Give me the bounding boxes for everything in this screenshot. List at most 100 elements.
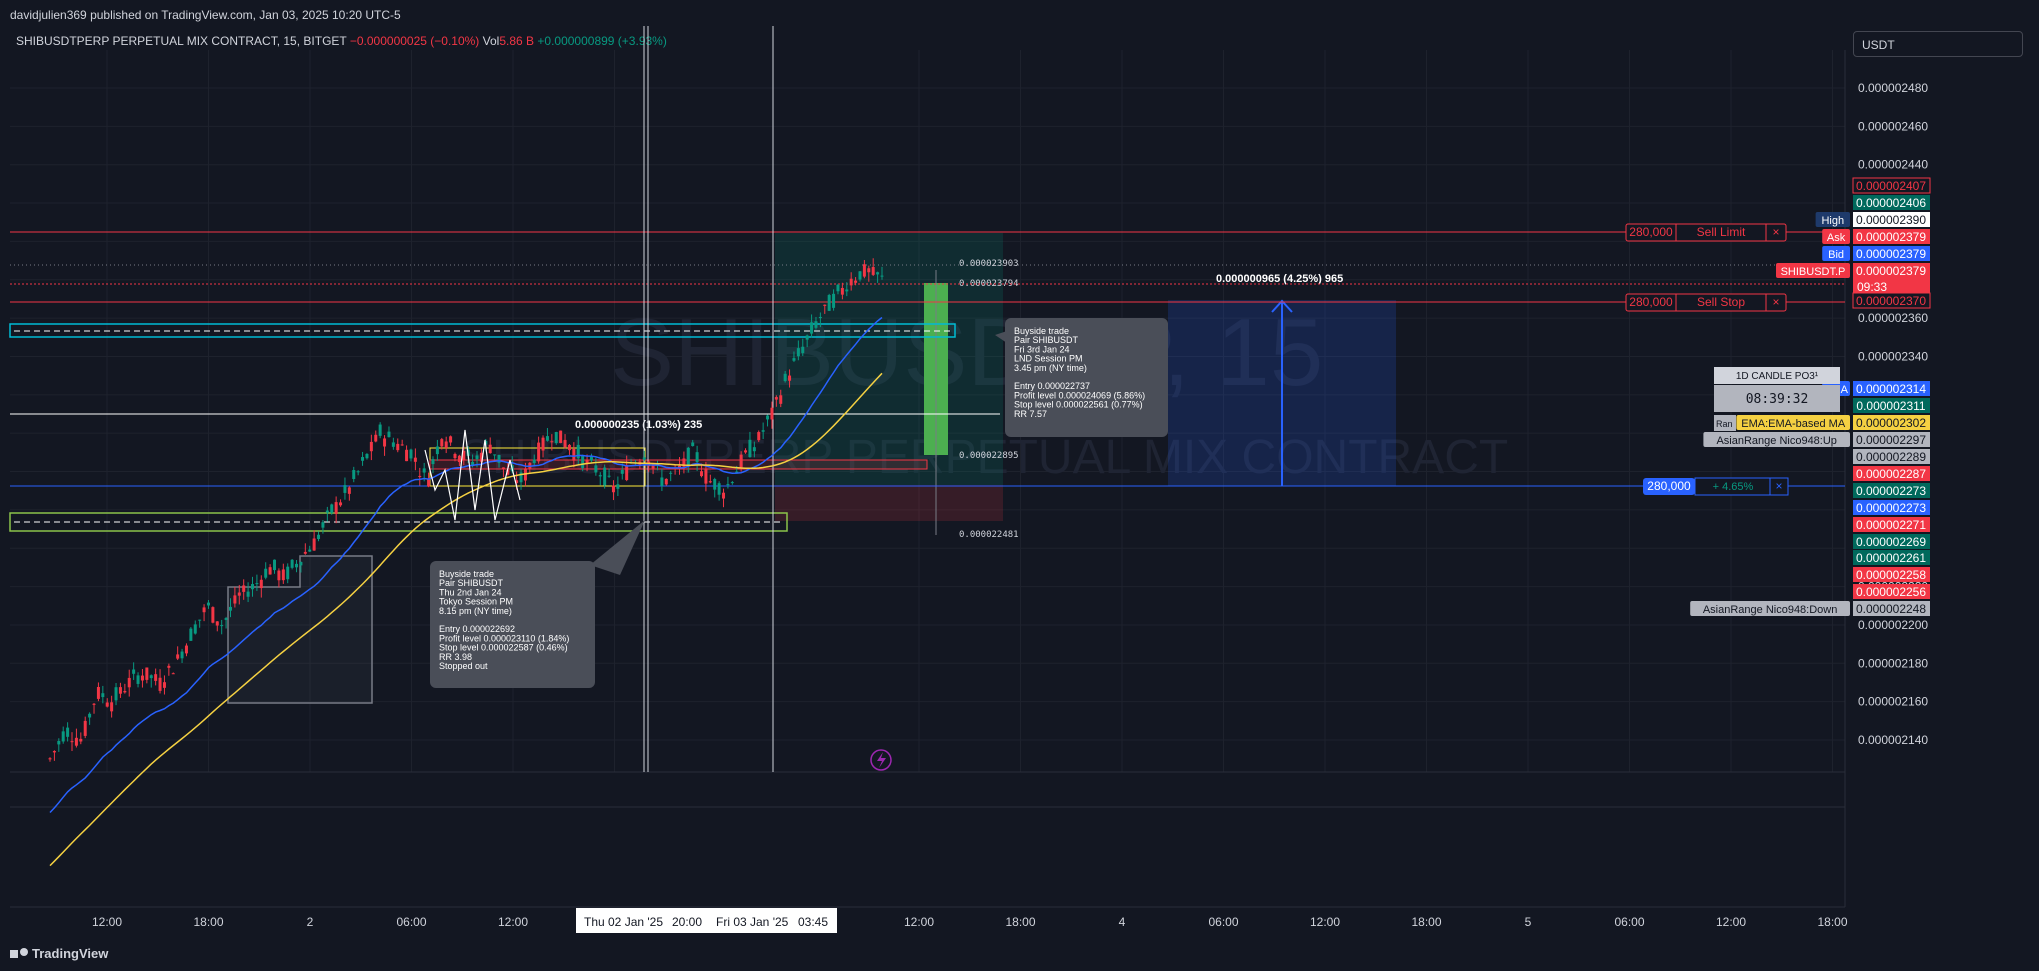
order-close-icon[interactable]: ×: [1772, 295, 1779, 309]
candle-body: [52, 751, 56, 753]
arrow-head-icon: [1271, 299, 1293, 313]
target-zone[interactable]: [775, 233, 1003, 485]
candle-body: [70, 741, 74, 743]
price-tag-value: 0.000002297: [1856, 433, 1926, 447]
candle-body: [581, 455, 585, 469]
candle-body: [427, 478, 431, 487]
price-axis-label: 0.000002480: [1858, 81, 1928, 95]
candle-body: [295, 563, 299, 568]
candle-body: [356, 471, 360, 473]
order-label: Sell Limit: [1697, 225, 1746, 239]
candle-body: [303, 551, 307, 554]
candle-body: [343, 485, 347, 493]
candle-body: [198, 619, 202, 621]
candle-body: [770, 407, 774, 420]
sell-stop-order[interactable]: 280,000 Sell Stop ×: [1625, 293, 1787, 312]
time-axis-label: 18:00: [193, 915, 223, 929]
candle-body: [92, 703, 96, 705]
note-line: 8.15 pm (NY time): [439, 606, 512, 616]
candle-body: [818, 316, 822, 319]
position-stop-label: 0.000022481: [959, 530, 1019, 540]
candle-body: [515, 480, 519, 484]
time-axis-label: 18:00: [1817, 915, 1847, 929]
alert-flash-icon[interactable]: [870, 749, 892, 771]
note-line: Buyside trade: [1014, 326, 1069, 336]
price-tag: 0.000002407: [1852, 177, 1931, 194]
sell-limit-order[interactable]: 280,000 Sell Limit ×: [1625, 223, 1787, 242]
currency-selector[interactable]: USDT: [1853, 31, 2023, 57]
price-tag-bg: [1853, 567, 1930, 582]
price-tag: 0.000002370: [1852, 292, 1931, 309]
candle-body: [827, 295, 831, 311]
price-tag-value: 0.000002407: [1856, 179, 1926, 193]
candle-body: [400, 444, 404, 446]
candle-body: [717, 483, 721, 495]
price-tag: 0.000002261: [1853, 550, 1930, 565]
candle-body: [449, 436, 453, 443]
candle-body: [405, 449, 409, 462]
candle-body: [347, 487, 351, 494]
time-axis-label: 12:00: [1716, 915, 1746, 929]
fvg-zone-green[interactable]: [9, 512, 788, 532]
order-close-icon[interactable]: ×: [1775, 479, 1782, 493]
candle-body: [162, 682, 166, 688]
candle-body: [625, 465, 629, 481]
price-tag-label-bg: [1815, 212, 1850, 227]
candle-body: [779, 395, 783, 404]
candle-body: [801, 346, 805, 354]
candle-body: [695, 452, 699, 463]
price-tag-value: 0.000002379: [1856, 264, 1926, 278]
buy-order[interactable]: 280,000 + 4.65% ×: [1643, 477, 1789, 496]
zigzag-line: [424, 429, 521, 521]
price-tag-bg: [1853, 517, 1930, 532]
candle-body: [642, 457, 646, 460]
candle-body: [66, 727, 70, 737]
candle-body: [788, 375, 792, 381]
candle-body: [691, 442, 695, 447]
flash-bolt: [877, 752, 886, 768]
order-close-icon[interactable]: ×: [1772, 225, 1779, 239]
candle-body: [220, 625, 224, 627]
candle-body: [757, 432, 761, 441]
price-tag-bg: [1853, 246, 1930, 261]
asian-range-outline[interactable]: [227, 555, 373, 704]
stop-zone[interactable]: [775, 485, 1003, 521]
price-tag-bg: [1853, 584, 1930, 599]
watermark-description: SHIBUSDTPERP PERPETUAL MIX CONTRACT: [460, 431, 1508, 484]
note-line: Tokyo Session PM: [439, 597, 513, 607]
note-line: Stopped out: [439, 661, 488, 671]
candle-body: [330, 504, 334, 513]
price-tag-value: 0.000002302: [1856, 416, 1926, 430]
candle-body: [171, 673, 175, 675]
candle-body: [669, 472, 673, 474]
price-tag-value: 0.000002258: [1856, 568, 1926, 582]
price-tag-bg: [1853, 500, 1930, 515]
note-box: [1005, 318, 1168, 437]
volume-change: +0.000000899 (+3.93%): [537, 34, 667, 48]
candle-body: [704, 469, 708, 484]
price-tag-bg: [1853, 195, 1930, 210]
price-axis-label: 0.000002360: [1858, 311, 1928, 325]
candle-body: [722, 492, 726, 499]
candle-po3-panel[interactable]: 1D CANDLE PO3¹ 08:39:32 Ran: [1714, 367, 1840, 431]
fvg-zone-cyan[interactable]: [9, 323, 956, 338]
price-tag: 0.000002302 EMA:EMA-based MA: [1736, 415, 1930, 430]
time-axis-label: 12:00: [92, 915, 122, 929]
price-tag-label: Ask: [1827, 232, 1846, 244]
price-tag: 0.000002379 Bid: [1822, 246, 1930, 261]
symbol-legend[interactable]: SHIBUSDTPERP PERPETUAL MIX CONTRACT, 15,…: [16, 34, 667, 48]
candle-body: [611, 485, 615, 493]
candle-body: [361, 457, 365, 461]
candle-body: [154, 674, 158, 681]
price-tag-value: 0.000002406: [1856, 196, 1926, 210]
candle-body: [193, 624, 197, 634]
candle-body: [268, 567, 272, 575]
price-tag-bg: [1853, 212, 1930, 227]
candle-body: [114, 687, 118, 701]
symbol-title: SHIBUSDTPERP PERPETUAL MIX CONTRACT, 15,…: [16, 34, 347, 48]
time-axis-label: 5: [1525, 915, 1532, 929]
price-tag: 0.000002273: [1853, 500, 1930, 515]
